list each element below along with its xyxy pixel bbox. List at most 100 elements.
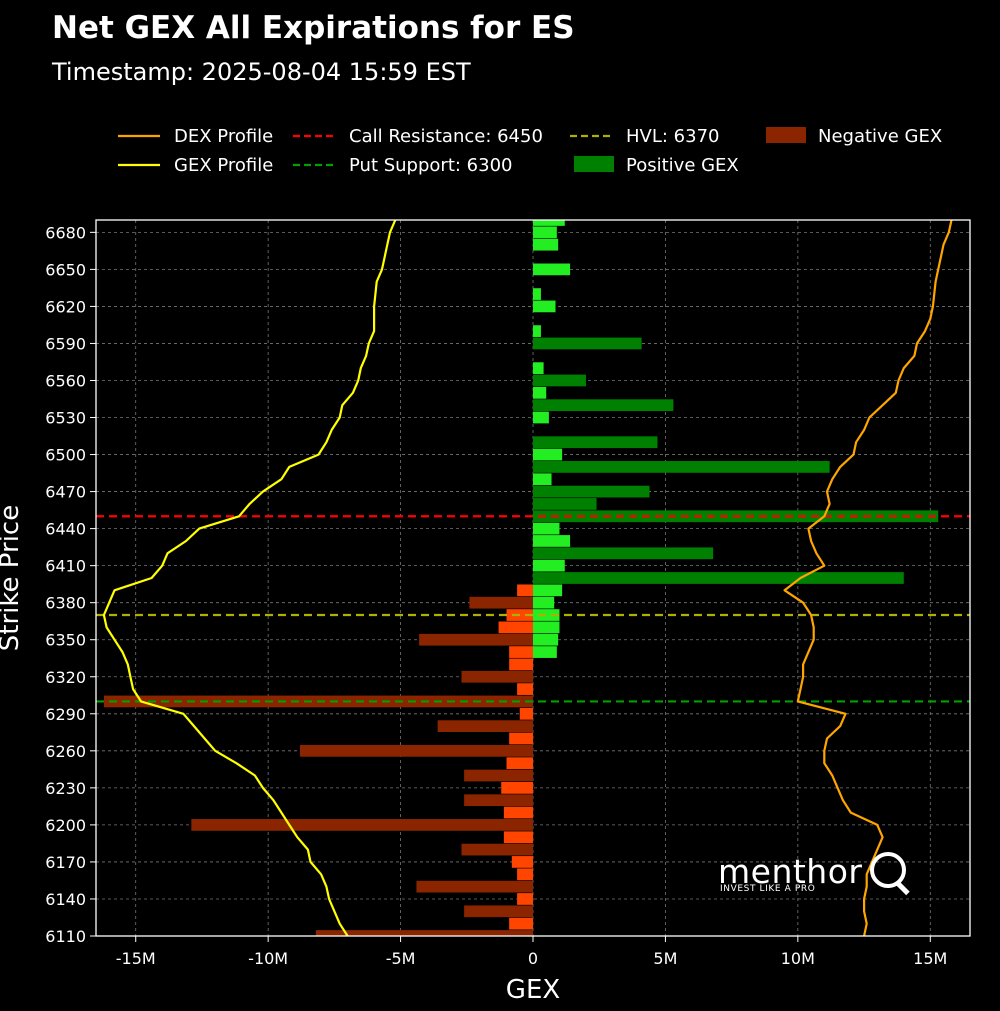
chart-subtitle: Timestamp: 2025-08-04 15:59 EST: [52, 58, 471, 86]
positive-gex-bar: [533, 263, 571, 276]
y-tick-label: 6350: [45, 631, 86, 650]
positive-gex-bar: [533, 596, 555, 609]
positive-gex-bar: [533, 461, 830, 473]
negative-gex-bar: [419, 633, 533, 646]
x-tick-label: 5M: [653, 949, 677, 968]
negative-gex-bar: [461, 670, 533, 683]
positive-gex-bar: [533, 288, 541, 300]
y-axis-label: Strike Price: [0, 505, 25, 651]
legend-label: Negative GEX: [818, 126, 942, 147]
positive-gex-bar: [533, 498, 597, 510]
y-tick-label: 6530: [45, 409, 86, 428]
positive-gex-bar: [533, 547, 714, 560]
positive-gex-bar: [533, 436, 658, 449]
legend: DEX Profile GEX Profile Call Resistance: 6…: [118, 126, 942, 176]
negative-gex-bar: [509, 917, 533, 930]
brand-word: menthor: [718, 852, 863, 891]
y-tick-label: 6200: [45, 816, 86, 835]
legend-label: Positive GEX: [626, 155, 739, 176]
legend-label: Put Support: 6300: [349, 155, 512, 176]
y-tick-label: 6560: [45, 371, 86, 390]
negative-gex-bar: [503, 831, 533, 844]
negative-gex-bar: [437, 720, 533, 733]
negative-gex-bar: [511, 856, 533, 868]
negative-gex-bar: [469, 596, 533, 609]
negative-gex-bar: [509, 658, 533, 671]
negative-gex-bar: [464, 794, 533, 807]
x-axis-label: GEX: [506, 975, 560, 1005]
positive-gex-bar: [533, 399, 674, 412]
negative-gex-bar: [498, 621, 533, 634]
positive-gex-bar: [533, 522, 560, 535]
y-tick-label: 6380: [45, 594, 86, 613]
negative-gex-bar: [464, 769, 533, 782]
positive-gex-bar: [533, 646, 557, 658]
y-tick-label: 6650: [45, 260, 86, 279]
brand-q-icon: [870, 852, 906, 888]
negative-gex-bar: [517, 893, 533, 905]
y-tick-label: 6260: [45, 742, 86, 761]
negative-gex-bar: [517, 683, 533, 695]
y-tick-label: 6110: [45, 927, 86, 946]
brand-logo: menthor INVEST LIKE A PRO: [718, 850, 918, 900]
x-tick-label: -5M: [386, 949, 416, 968]
y-tick-label: 6320: [45, 668, 86, 687]
x-tick-label: -10M: [248, 949, 288, 968]
negative-gex-bar: [517, 868, 533, 881]
positive-gex-bar: [533, 362, 544, 375]
y-tick-label: 6290: [45, 705, 86, 724]
y-tick-label: 6470: [45, 483, 86, 502]
positive-gex-bar: [533, 411, 549, 424]
negative-gex-bar: [416, 880, 533, 893]
negative-gex-bar: [501, 781, 533, 794]
y-tick-label: 6140: [45, 890, 86, 909]
x-axis-ticks: -15M -10M -5M 0 5M 10M 15M: [116, 936, 947, 968]
legend-label: HVL: 6370: [626, 126, 719, 147]
positive-gex-bar: [533, 226, 557, 239]
positive-gex-bar: [533, 386, 547, 399]
negative-gex-bar: [509, 646, 533, 658]
positive-gex-bar: [533, 325, 541, 337]
gex-profile-line: [102, 219, 397, 937]
legend-swatch: [766, 127, 806, 143]
positive-gex-bar: [533, 448, 563, 461]
y-tick-label: 6230: [45, 779, 86, 798]
legend-swatch: [574, 156, 614, 172]
y-tick-label: 6620: [45, 297, 86, 316]
negative-gex-bar: [299, 744, 533, 757]
positive-gex-bar: [533, 559, 565, 572]
plot-area: [96, 219, 970, 937]
positive-gex-bar: [533, 609, 560, 621]
positive-gex-bar: [533, 300, 556, 313]
dex-profile-line: [783, 219, 953, 937]
profile-lines: [102, 219, 953, 937]
negative-gex-bar: [506, 757, 533, 770]
positive-gex-bar: [533, 572, 904, 584]
positive-gex-bar: [533, 337, 642, 350]
negative-gex-bar: [464, 905, 533, 918]
y-tick-label: 6590: [45, 334, 86, 353]
negative-gex-bar: [503, 806, 533, 819]
legend-label: DEX Profile: [174, 126, 273, 147]
positive-gex-bar: [533, 584, 563, 597]
y-tick-label: 6680: [45, 223, 86, 242]
positive-gex-bar: [533, 485, 650, 498]
y-tick-label: 6440: [45, 520, 86, 539]
negative-gex-bars: [103, 584, 533, 936]
positive-gex-bar: [533, 238, 559, 251]
x-tick-label: 15M: [913, 949, 947, 968]
y-tick-label: 6500: [45, 446, 86, 465]
positive-gex-bars: [533, 220, 939, 658]
positive-gex-bar: [533, 535, 571, 547]
y-tick-label: 6410: [45, 557, 86, 576]
positive-gex-bar: [533, 633, 559, 646]
negative-gex-bar: [517, 584, 533, 597]
x-tick-label: 0: [528, 949, 538, 968]
negative-gex-bar: [191, 819, 533, 831]
positive-gex-bar: [533, 220, 565, 226]
legend-label: Call Resistance: 6450: [349, 126, 543, 147]
positive-gex-bar: [533, 473, 552, 486]
x-tick-label: -15M: [116, 949, 156, 968]
positive-gex-bar: [533, 621, 560, 634]
